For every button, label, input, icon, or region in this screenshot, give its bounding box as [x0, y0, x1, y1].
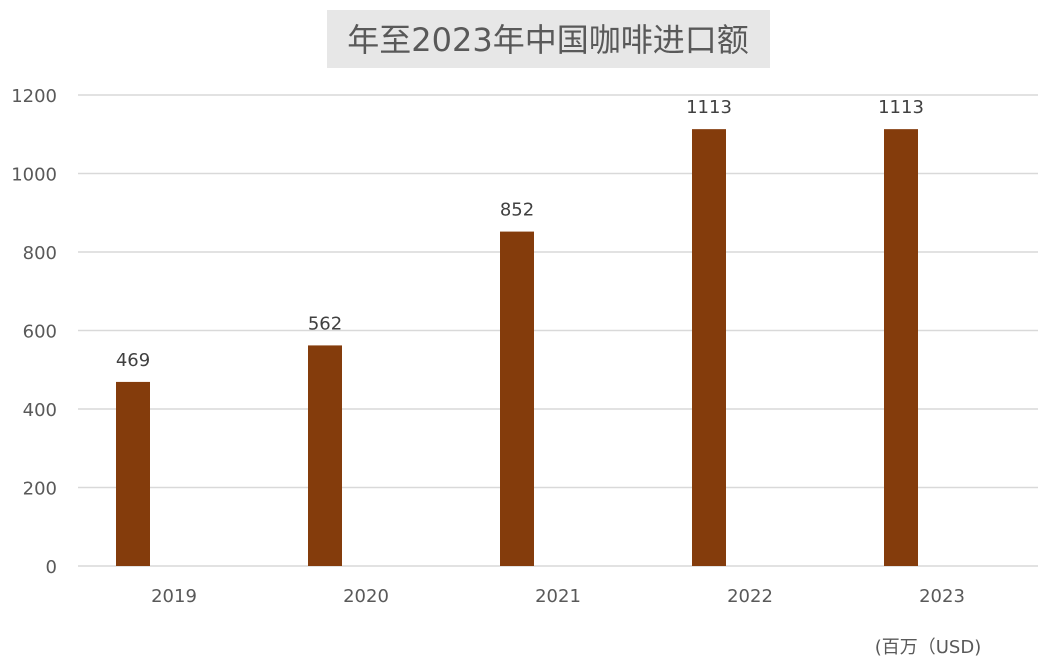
gridlines	[78, 94, 1038, 567]
x-tick-label-2022: 2022	[727, 586, 773, 607]
bars	[116, 129, 918, 566]
bar-2019	[116, 381, 150, 566]
data-labels: 469 562 852 1113 1113	[116, 97, 924, 371]
y-tick-label: 0	[46, 557, 57, 578]
y-tick-label: 400	[23, 400, 57, 421]
x-axis-tick-labels: 2019 2020 2021 2022 2023	[151, 586, 965, 607]
x-tick-label-2019: 2019	[151, 586, 197, 607]
data-label-2023: 1113	[878, 97, 924, 118]
data-label-2021: 852	[500, 200, 534, 221]
bar-2021	[500, 231, 534, 566]
x-tick-label-2021: 2021	[535, 586, 581, 607]
y-tick-label: 800	[23, 243, 57, 264]
data-label-2019: 469	[116, 350, 150, 371]
x-tick-label-2020: 2020	[343, 586, 389, 607]
y-tick-label: 600	[23, 322, 57, 343]
y-tick-label: 1200	[11, 86, 57, 107]
data-label-2022: 1113	[686, 97, 732, 118]
bar-2020	[308, 345, 342, 566]
chart-title-background	[327, 10, 770, 68]
x-tick-label-2023: 2023	[919, 586, 965, 607]
unit-label: (百万（USD)	[875, 637, 982, 658]
chart-title: 年至2023年中国咖啡进口额	[347, 21, 748, 59]
y-tick-label: 200	[23, 479, 57, 500]
y-axis-tick-labels: 0 200 400 600 800 1000 1200	[11, 86, 57, 578]
bar-2022	[692, 129, 726, 566]
bar-2023	[884, 129, 918, 566]
data-label-2020: 562	[308, 313, 342, 334]
y-tick-label: 1000	[11, 165, 57, 186]
